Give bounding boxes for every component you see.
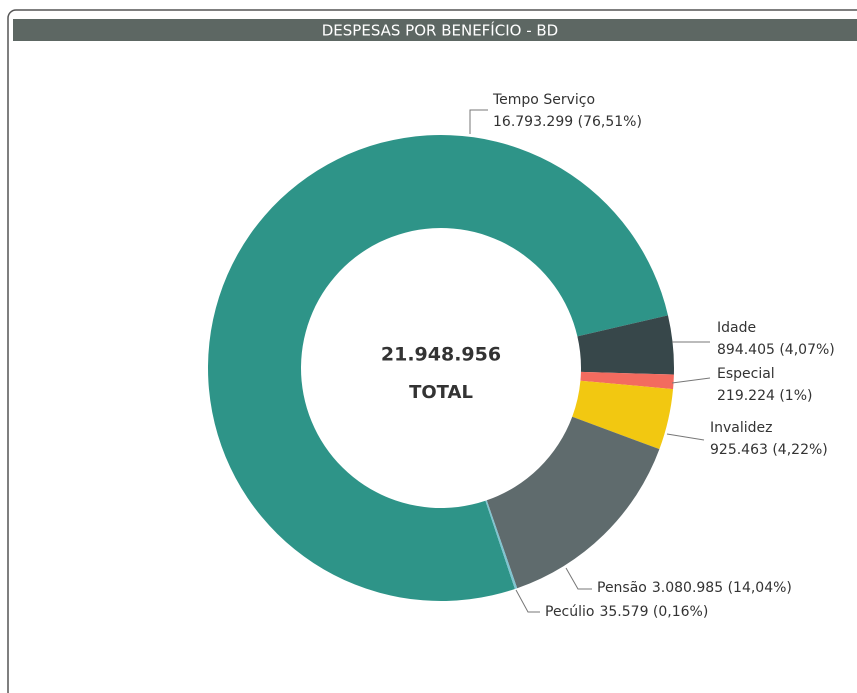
- donut-segment: [580, 371, 674, 390]
- value-label: 35.579 (0,16%): [599, 604, 708, 620]
- value-label: 3.080.985 (14,04%): [652, 580, 792, 596]
- center-caption: TOTAL: [409, 382, 473, 403]
- data-label: Pecúlio 35.579 (0,16%): [545, 604, 708, 620]
- value-label: 16.793.299 (76,51%): [493, 114, 642, 130]
- data-label: Pensão 3.080.985 (14,04%): [597, 580, 792, 596]
- chart-title: DESPESAS POR BENEFÍCIO - BD: [322, 21, 558, 40]
- category-label: Invalidez: [710, 420, 773, 436]
- value-label: 925.463 (4,22%): [710, 442, 828, 458]
- donut-segment: [207, 135, 668, 601]
- category-label: Pensão: [597, 580, 647, 596]
- category-label: Tempo Serviço: [492, 92, 595, 108]
- panel: [7, 9, 857, 693]
- leader-line: [469, 109, 488, 134]
- leader-line: [666, 433, 705, 441]
- value-label: 894.405 (4,07%): [717, 342, 835, 358]
- category-label: Pecúlio: [545, 604, 594, 620]
- center-value: 21.948.956: [381, 344, 501, 366]
- category-label: Especial: [717, 366, 775, 382]
- leader-line: [565, 567, 592, 590]
- donut-segment: [577, 315, 674, 375]
- donut-segment: [572, 380, 674, 450]
- header-bar: [13, 19, 857, 41]
- value-label: 219.224 (1%): [717, 388, 812, 404]
- leader-line: [671, 377, 711, 384]
- donut-segment: [486, 416, 660, 589]
- donut-segment: [485, 500, 518, 589]
- leader-line: [515, 589, 540, 613]
- category-label: Idade: [717, 320, 756, 336]
